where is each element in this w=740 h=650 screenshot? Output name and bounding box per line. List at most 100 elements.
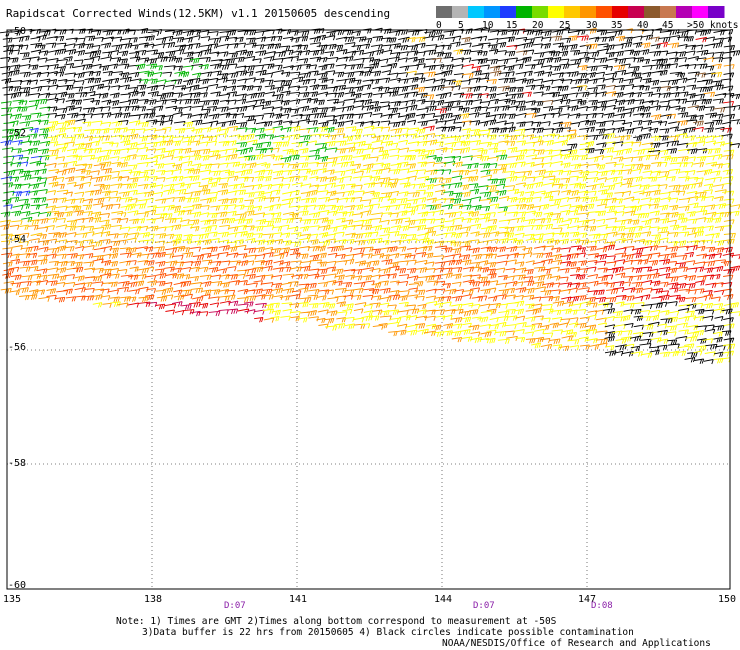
wind-barb — [280, 136, 291, 142]
wind-barb — [597, 238, 607, 245]
wind-barb — [254, 309, 265, 315]
wind-barb — [363, 147, 374, 153]
wind-barb — [190, 149, 201, 156]
wind-barb — [227, 232, 238, 238]
wind-barb — [613, 126, 625, 133]
wind-barb — [686, 324, 699, 331]
wind-barb — [551, 247, 561, 253]
wind-barb — [207, 181, 218, 188]
wind-barb — [496, 246, 507, 253]
wind-barb — [658, 204, 669, 211]
wind-barb — [648, 203, 659, 209]
wind-barb — [55, 224, 68, 230]
wind-barb — [111, 120, 123, 127]
wind-barb — [487, 163, 498, 169]
wind-barb — [477, 149, 488, 156]
wind-barb — [586, 177, 599, 183]
wind-barb — [459, 310, 472, 317]
wind-barb — [423, 112, 436, 119]
wind-barb — [624, 343, 635, 349]
wind-barb — [469, 188, 480, 195]
wind-barb — [514, 197, 526, 204]
wind-barb — [442, 147, 454, 153]
wind-barb — [675, 51, 687, 57]
wind-barb — [362, 294, 374, 300]
wind-barb — [596, 203, 608, 209]
wind-barb — [92, 255, 104, 261]
legend-label: 30 — [586, 20, 598, 31]
wind-barb — [128, 37, 138, 43]
wind-barb — [542, 282, 555, 289]
wind-barb — [137, 259, 149, 266]
wind-barb — [695, 308, 705, 315]
wind-barb — [677, 156, 689, 162]
wind-barb — [288, 226, 299, 233]
wind-barb — [704, 253, 716, 260]
wind-barb — [127, 154, 137, 160]
wind-barb — [433, 99, 445, 106]
wind-barb — [498, 105, 510, 111]
wind-barb — [261, 294, 274, 300]
wind-barb — [92, 203, 104, 209]
wind-barb — [82, 97, 95, 104]
wind-barb — [298, 287, 309, 293]
wind-barb — [353, 204, 364, 211]
wind-barb — [685, 100, 697, 106]
wind-barb — [667, 231, 679, 238]
wind-barb — [657, 226, 669, 233]
wind-barb — [487, 44, 498, 50]
wind-barb — [91, 44, 101, 51]
wind-barb — [693, 230, 704, 237]
wind-barb — [569, 295, 580, 302]
wind-barb — [459, 113, 470, 120]
wind-barb — [326, 30, 336, 37]
wind-barb — [408, 225, 420, 232]
wind-barb — [559, 268, 570, 274]
wind-barb — [558, 93, 569, 100]
wind-barb — [217, 251, 229, 258]
wind-barb — [84, 58, 95, 64]
time-label: D:07 — [473, 601, 495, 611]
wind-barb — [217, 64, 230, 71]
wind-barb — [65, 176, 75, 183]
wind-barb — [696, 170, 707, 176]
wind-barb — [522, 224, 534, 231]
wind-barb — [559, 113, 570, 119]
wind-barb — [380, 181, 392, 188]
wind-barb — [675, 86, 686, 92]
wind-barb — [101, 112, 112, 118]
wind-barb — [153, 246, 165, 252]
wind-barb — [559, 58, 570, 64]
wind-barb — [353, 190, 365, 196]
wind-barb — [138, 98, 149, 105]
wind-barb — [10, 113, 22, 120]
wind-barb — [649, 217, 660, 224]
wind-barb — [290, 247, 300, 254]
wind-barb — [165, 84, 175, 90]
wind-barb — [153, 43, 166, 49]
wind-barb — [515, 203, 527, 210]
wind-barb — [80, 170, 91, 176]
wind-barb — [226, 308, 239, 315]
wind-barb — [632, 287, 644, 294]
wind-barb — [135, 280, 145, 287]
wind-barb — [244, 115, 255, 121]
wind-barb — [606, 288, 619, 295]
wind-barb — [676, 77, 688, 84]
wind-barb — [243, 205, 255, 211]
wind-barb — [353, 282, 366, 288]
wind-barb — [569, 303, 582, 309]
wind-barb — [11, 210, 22, 217]
wind-barb — [461, 100, 474, 106]
wind-barb — [389, 148, 400, 154]
wind-barb — [66, 160, 78, 167]
wind-barb — [261, 163, 271, 169]
wind-barb — [270, 155, 283, 161]
wind-barb — [657, 245, 668, 251]
wind-barb — [704, 65, 715, 71]
wind-barb — [711, 113, 724, 120]
wind-barb — [136, 84, 147, 91]
wind-barb — [316, 245, 326, 252]
wind-barb — [343, 238, 355, 245]
wind-barb — [91, 157, 102, 163]
